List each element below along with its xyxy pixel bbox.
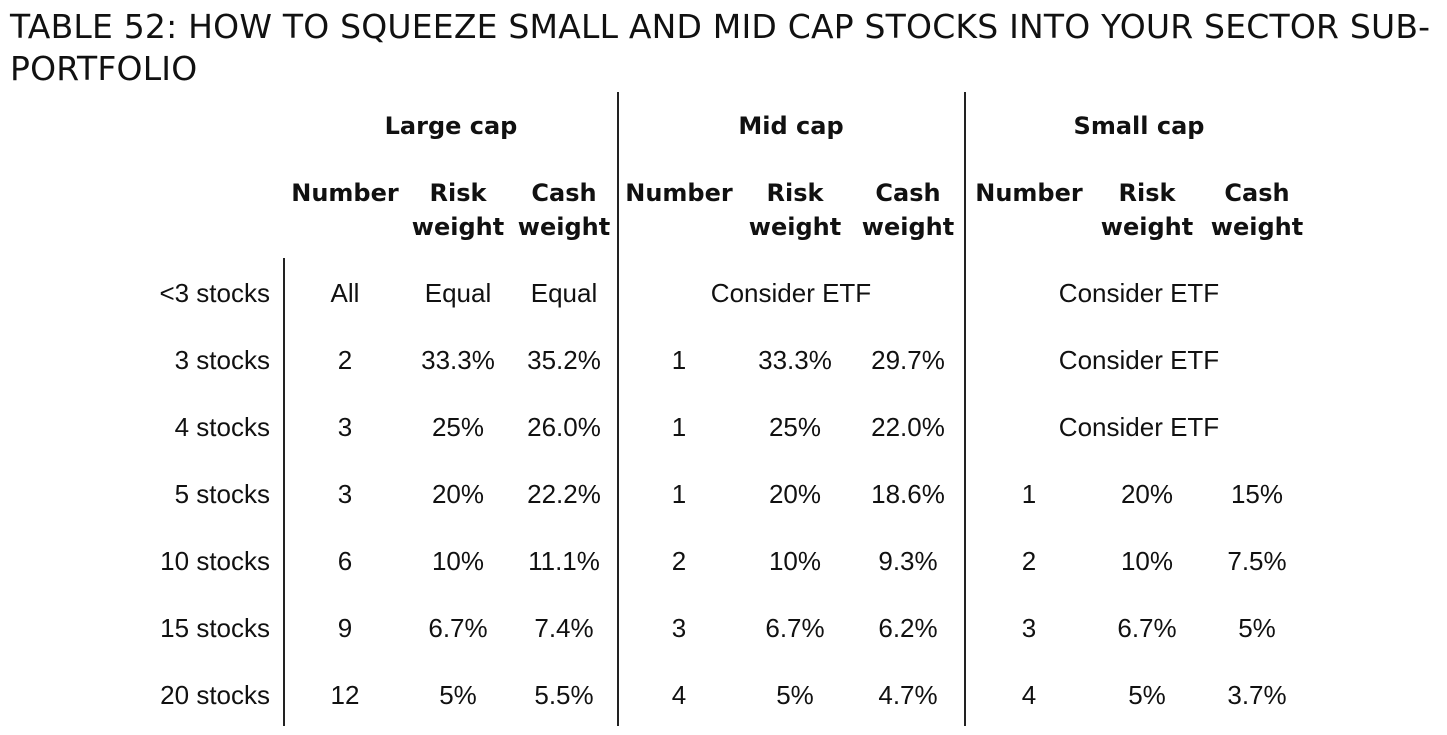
- cell-large-cash: 26.0%: [527, 412, 601, 442]
- column-header-mid-number: Number: [625, 179, 733, 207]
- cell-mid-cash: 29.7%: [871, 345, 945, 375]
- cell-large-number: All: [330, 278, 360, 308]
- group-header-mid-cap: Mid cap: [738, 112, 844, 140]
- cell-large-number: 3: [337, 412, 353, 442]
- cell-mid-number: 4: [671, 680, 687, 710]
- cell-large-cash: Equal: [530, 278, 598, 308]
- column-header-small-risk: Risk weight: [1100, 179, 1194, 241]
- cell-small-risk: 10%: [1120, 546, 1174, 576]
- cell-small-consider-etf: Consider ETF: [1058, 278, 1220, 308]
- column-header-mid-cash: Cash weight: [861, 179, 955, 241]
- column-header-large-risk: Risk weight: [411, 179, 505, 241]
- cell-large-risk: Equal: [424, 278, 492, 308]
- cell-mid-number: 3: [671, 613, 687, 643]
- cell-small-cash: 5%: [1238, 613, 1276, 643]
- cell-large-risk: 25%: [431, 412, 485, 442]
- cell-mid-risk: 6.7%: [765, 613, 825, 643]
- row-label: 5 stocks: [174, 479, 270, 509]
- cell-mid-cash: 6.2%: [878, 613, 938, 643]
- column-header-small-cash: Cash weight: [1210, 179, 1304, 241]
- cell-mid-risk: 10%: [768, 546, 822, 576]
- cell-large-number: 2: [337, 345, 353, 375]
- cell-large-cash: 5.5%: [534, 680, 594, 710]
- cell-small-risk: 20%: [1120, 479, 1174, 509]
- cell-mid-cash: 18.6%: [871, 479, 945, 509]
- cell-small-cash: 3.7%: [1227, 680, 1287, 710]
- cell-small-number: 4: [1021, 680, 1037, 710]
- cell-small-number: 3: [1021, 613, 1037, 643]
- cell-large-cash: 22.2%: [527, 479, 601, 509]
- column-header-large-number: Number: [291, 179, 399, 207]
- divider-large-mid: [617, 92, 619, 726]
- cell-mid-risk: 33.3%: [758, 345, 832, 375]
- cell-small-consider-etf: Consider ETF: [1058, 345, 1220, 375]
- divider-label-column: [283, 258, 285, 726]
- group-header-large-cap: Large cap: [384, 112, 518, 140]
- table-title: TABLE 52: HOW TO SQUEEZE SMALL AND MID C…: [10, 7, 1431, 88]
- cell-large-risk: 20%: [431, 479, 485, 509]
- cell-small-cash: 15%: [1230, 479, 1284, 509]
- cell-mid-risk: 20%: [768, 479, 822, 509]
- column-header-small-number: Number: [975, 179, 1083, 207]
- row-label: 10 stocks: [160, 546, 270, 576]
- cell-large-number: 9: [337, 613, 353, 643]
- cell-large-number: 3: [337, 479, 353, 509]
- cell-large-cash: 35.2%: [527, 345, 601, 375]
- cell-mid-cash: 9.3%: [878, 546, 938, 576]
- cell-large-cash: 7.4%: [534, 613, 594, 643]
- divider-mid-small: [964, 92, 966, 726]
- cell-large-cash: 11.1%: [528, 546, 600, 576]
- cell-mid-number: 1: [671, 479, 687, 509]
- cell-mid-cash: 22.0%: [871, 412, 945, 442]
- cell-mid-cash: 4.7%: [878, 680, 938, 710]
- cell-mid-number: 2: [671, 546, 687, 576]
- cell-mid-number: 1: [671, 345, 687, 375]
- cell-large-risk: 6.7%: [428, 613, 488, 643]
- cell-small-consider-etf: Consider ETF: [1058, 412, 1220, 442]
- row-label: 15 stocks: [160, 613, 270, 643]
- cell-large-number: 12: [330, 680, 360, 710]
- cell-large-risk: 33.3%: [421, 345, 495, 375]
- cell-small-risk: 5%: [1128, 680, 1166, 710]
- column-header-large-cash: Cash weight: [517, 179, 611, 241]
- cell-mid-risk: 25%: [768, 412, 822, 442]
- row-label: 20 stocks: [160, 680, 270, 710]
- cell-large-number: 6: [337, 546, 353, 576]
- cell-large-risk: 10%: [431, 546, 485, 576]
- cell-mid-consider-etf: Consider ETF: [710, 278, 872, 308]
- cell-small-number: 1: [1021, 479, 1037, 509]
- row-label: 4 stocks: [174, 412, 270, 442]
- row-label: 3 stocks: [174, 345, 270, 375]
- row-label: <3 stocks: [159, 278, 270, 308]
- cell-small-number: 2: [1021, 546, 1037, 576]
- cell-small-cash: 7.5%: [1227, 546, 1287, 576]
- cell-mid-risk: 5%: [776, 680, 814, 710]
- cell-mid-number: 1: [671, 412, 687, 442]
- group-header-small-cap: Small cap: [1073, 112, 1205, 140]
- cell-large-risk: 5%: [439, 680, 477, 710]
- column-header-mid-risk: Risk weight: [748, 179, 842, 241]
- cell-small-risk: 6.7%: [1117, 613, 1177, 643]
